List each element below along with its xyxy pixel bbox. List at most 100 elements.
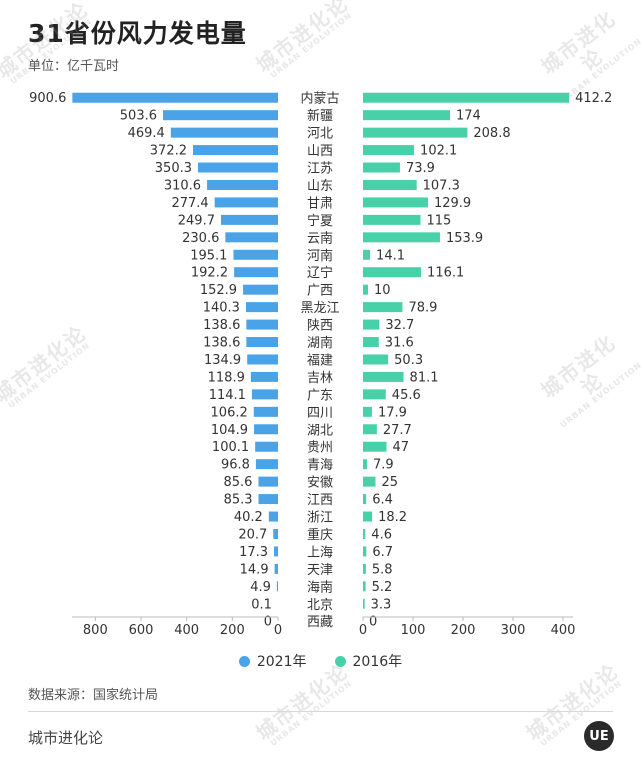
- data-label-2021: 134.9: [204, 353, 241, 368]
- data-label-2021: 372.2: [150, 144, 187, 159]
- bar-2021: [274, 546, 278, 557]
- data-label-2016: 47: [393, 440, 410, 455]
- bar-2016: [363, 319, 380, 330]
- data-label-2021: 195.1: [190, 248, 227, 263]
- bar-2021: [246, 319, 278, 330]
- category-label: 山西: [307, 144, 333, 159]
- data-label-2021: 85.3: [224, 493, 253, 508]
- bar-2021: [274, 563, 278, 574]
- bar-2021: [207, 179, 278, 190]
- bar-2021: [193, 145, 278, 156]
- data-label-2016: 32.7: [385, 318, 414, 333]
- data-label-2021: 114.1: [209, 388, 246, 403]
- bar-2021: [250, 371, 278, 382]
- data-label-2021: 106.2: [211, 405, 248, 420]
- bar-2016: [363, 284, 368, 295]
- bar-2021: [276, 581, 278, 592]
- data-label-2016: 10: [374, 283, 391, 298]
- right-axis-tick-label: 400: [551, 623, 576, 638]
- right-axis-tick-label: 100: [401, 623, 426, 638]
- data-label-2021: 469.4: [128, 126, 165, 141]
- bar-2016: [363, 581, 366, 592]
- bar-2016: [363, 424, 377, 435]
- bar-2016: [363, 197, 428, 208]
- data-label-2016: 14.1: [376, 248, 405, 263]
- category-label: 陕西: [307, 319, 333, 334]
- data-label-2021: 900.6: [29, 91, 66, 106]
- data-label-2016: 153.9: [446, 231, 483, 246]
- category-label: 河北: [307, 127, 333, 142]
- bar-2016: [363, 127, 468, 138]
- category-label: 浙江: [307, 511, 333, 526]
- data-label-2016: 115: [427, 213, 452, 228]
- data-label-2016: 45.6: [392, 388, 421, 403]
- data-label-2016: 50.3: [394, 353, 423, 368]
- data-label-2016: 107.3: [423, 178, 460, 193]
- logo-text: UE: [589, 728, 609, 744]
- category-label: 新疆: [307, 108, 333, 124]
- data-label-2021: 40.2: [234, 510, 263, 525]
- category-label: 上海: [307, 545, 333, 560]
- data-label-2016: 5.8: [372, 562, 393, 577]
- left-axis-tick-label: 400: [174, 623, 199, 638]
- data-label-2016: 3.3: [371, 597, 392, 612]
- chart-title: 31省份风力发电量: [28, 19, 247, 48]
- bar-2021: [163, 110, 278, 121]
- data-label-2021: 152.9: [200, 283, 237, 298]
- data-label-2021: 140.3: [203, 301, 240, 316]
- bar-2016: [363, 528, 366, 539]
- left-axis-tick-label: 0: [274, 623, 282, 638]
- data-label-2016: 5.2: [372, 580, 393, 595]
- bar-2021: [220, 214, 278, 225]
- bar-2016: [363, 232, 440, 243]
- category-label: 河南: [307, 248, 333, 264]
- data-label-2021: 350.3: [155, 161, 192, 176]
- data-label-2021: 0: [264, 615, 272, 630]
- category-label: 北京: [307, 598, 333, 613]
- bar-2016: [363, 441, 387, 452]
- bar-2021: [243, 284, 278, 295]
- data-label-2021: 230.6: [182, 231, 219, 246]
- category-label: 重庆: [307, 527, 333, 543]
- category-label: 辽宁: [307, 265, 333, 281]
- right-axis-tick-label: 300: [501, 623, 526, 638]
- data-label-2016: 4.6: [371, 527, 392, 542]
- data-label-2016: 18.2: [378, 510, 407, 525]
- bar-2021: [245, 302, 278, 313]
- data-label-2021: 138.6: [203, 318, 240, 333]
- data-label-2016: 73.9: [406, 161, 435, 176]
- bar-2021: [258, 494, 278, 505]
- bar-2021: [72, 92, 278, 103]
- category-label: 吉林: [307, 371, 333, 386]
- bar-2021: [247, 354, 278, 365]
- unit-label: 单位：亿千瓦时: [28, 59, 120, 74]
- data-label-2016: 31.6: [385, 336, 414, 351]
- category-label: 青海: [307, 458, 333, 473]
- bar-2021: [214, 197, 278, 208]
- legend-item-2021: 2021年: [238, 651, 307, 671]
- data-label-2021: 96.8: [221, 458, 250, 473]
- bar-2016: [363, 563, 366, 574]
- left-axis-tick-label: 800: [83, 623, 108, 638]
- bar-2016: [363, 267, 422, 278]
- bar-2016: [363, 494, 367, 505]
- bar-2016: [363, 546, 367, 557]
- bar-2016: [363, 249, 371, 260]
- data-label-2021: 104.9: [211, 423, 248, 438]
- bar-2021: [253, 406, 278, 417]
- bar-2021: [251, 389, 278, 400]
- category-label: 广西: [307, 284, 333, 299]
- bar-2021: [246, 337, 278, 348]
- data-label-2021: 0.1: [251, 597, 272, 612]
- bar-2016: [363, 598, 365, 609]
- bar-2016: [363, 476, 376, 487]
- legend-label-2021: 2021年: [256, 654, 307, 670]
- bar-2021: [273, 528, 278, 539]
- legend-swatch-2021: [238, 655, 250, 667]
- bar-2016: [363, 406, 372, 417]
- data-label-2016: 7.9: [373, 458, 394, 473]
- category-label: 天津: [307, 563, 333, 578]
- bar-2016: [363, 389, 386, 400]
- category-label: 甘肃: [307, 196, 333, 211]
